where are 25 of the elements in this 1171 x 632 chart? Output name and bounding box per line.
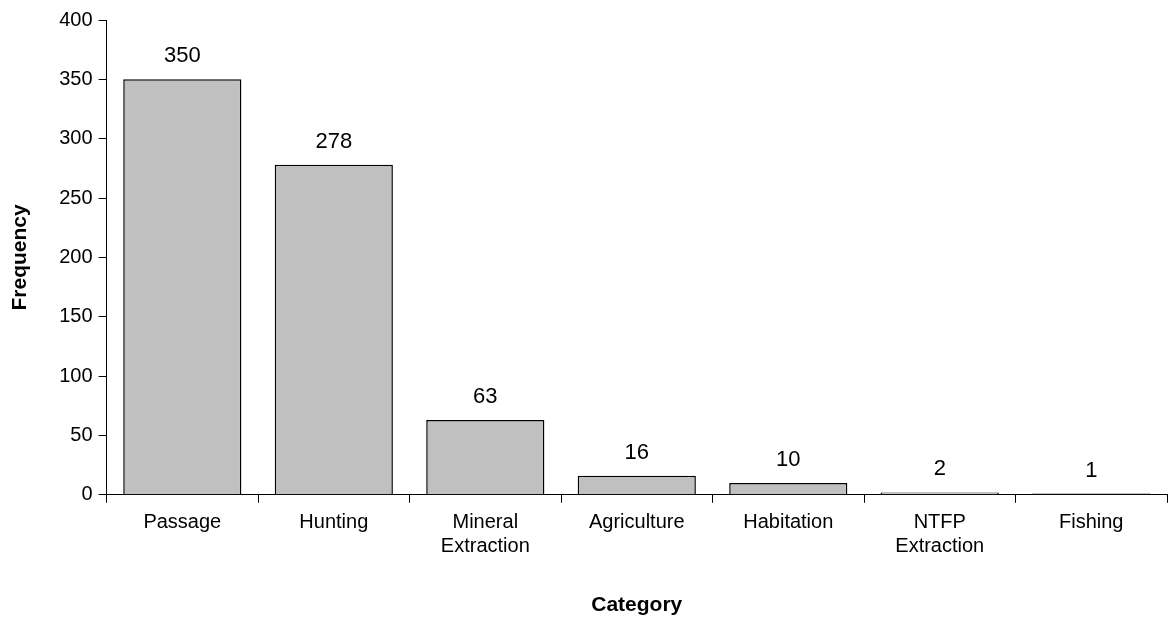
data-label: 350 bbox=[163, 42, 201, 68]
data-label: 10 bbox=[776, 445, 801, 471]
x-tick-label: Agriculture bbox=[588, 510, 685, 533]
y-tick-label: 350 bbox=[59, 66, 93, 89]
x-tick-label: Mineral Extraction bbox=[440, 510, 530, 557]
data-label: 2 bbox=[933, 455, 946, 481]
x-tick-label: Habitation bbox=[743, 510, 834, 533]
data-label: 278 bbox=[315, 127, 353, 153]
data-label: 16 bbox=[624, 438, 650, 464]
y-tick-label: 400 bbox=[59, 7, 93, 30]
x-tick-label: NTFP Extraction bbox=[895, 510, 985, 557]
y-tick-label: 250 bbox=[59, 185, 93, 208]
y-tick-label: 50 bbox=[70, 422, 93, 445]
data-label: 1 bbox=[1085, 456, 1098, 482]
y-tick-label: 0 bbox=[81, 482, 93, 505]
y-axis-title: Frequency bbox=[7, 203, 31, 311]
y-tick-label: 100 bbox=[59, 363, 93, 386]
x-tick-label: Passage bbox=[143, 510, 222, 533]
y-tick-label: 150 bbox=[59, 304, 93, 327]
x-tick-label: Fishing bbox=[1059, 510, 1124, 533]
x-axis-title: Category bbox=[591, 592, 683, 616]
x-tick-label: Hunting bbox=[299, 510, 369, 533]
y-tick-label: 300 bbox=[59, 126, 93, 149]
data-label: 63 bbox=[473, 383, 498, 409]
y-tick-label: 200 bbox=[59, 244, 93, 267]
